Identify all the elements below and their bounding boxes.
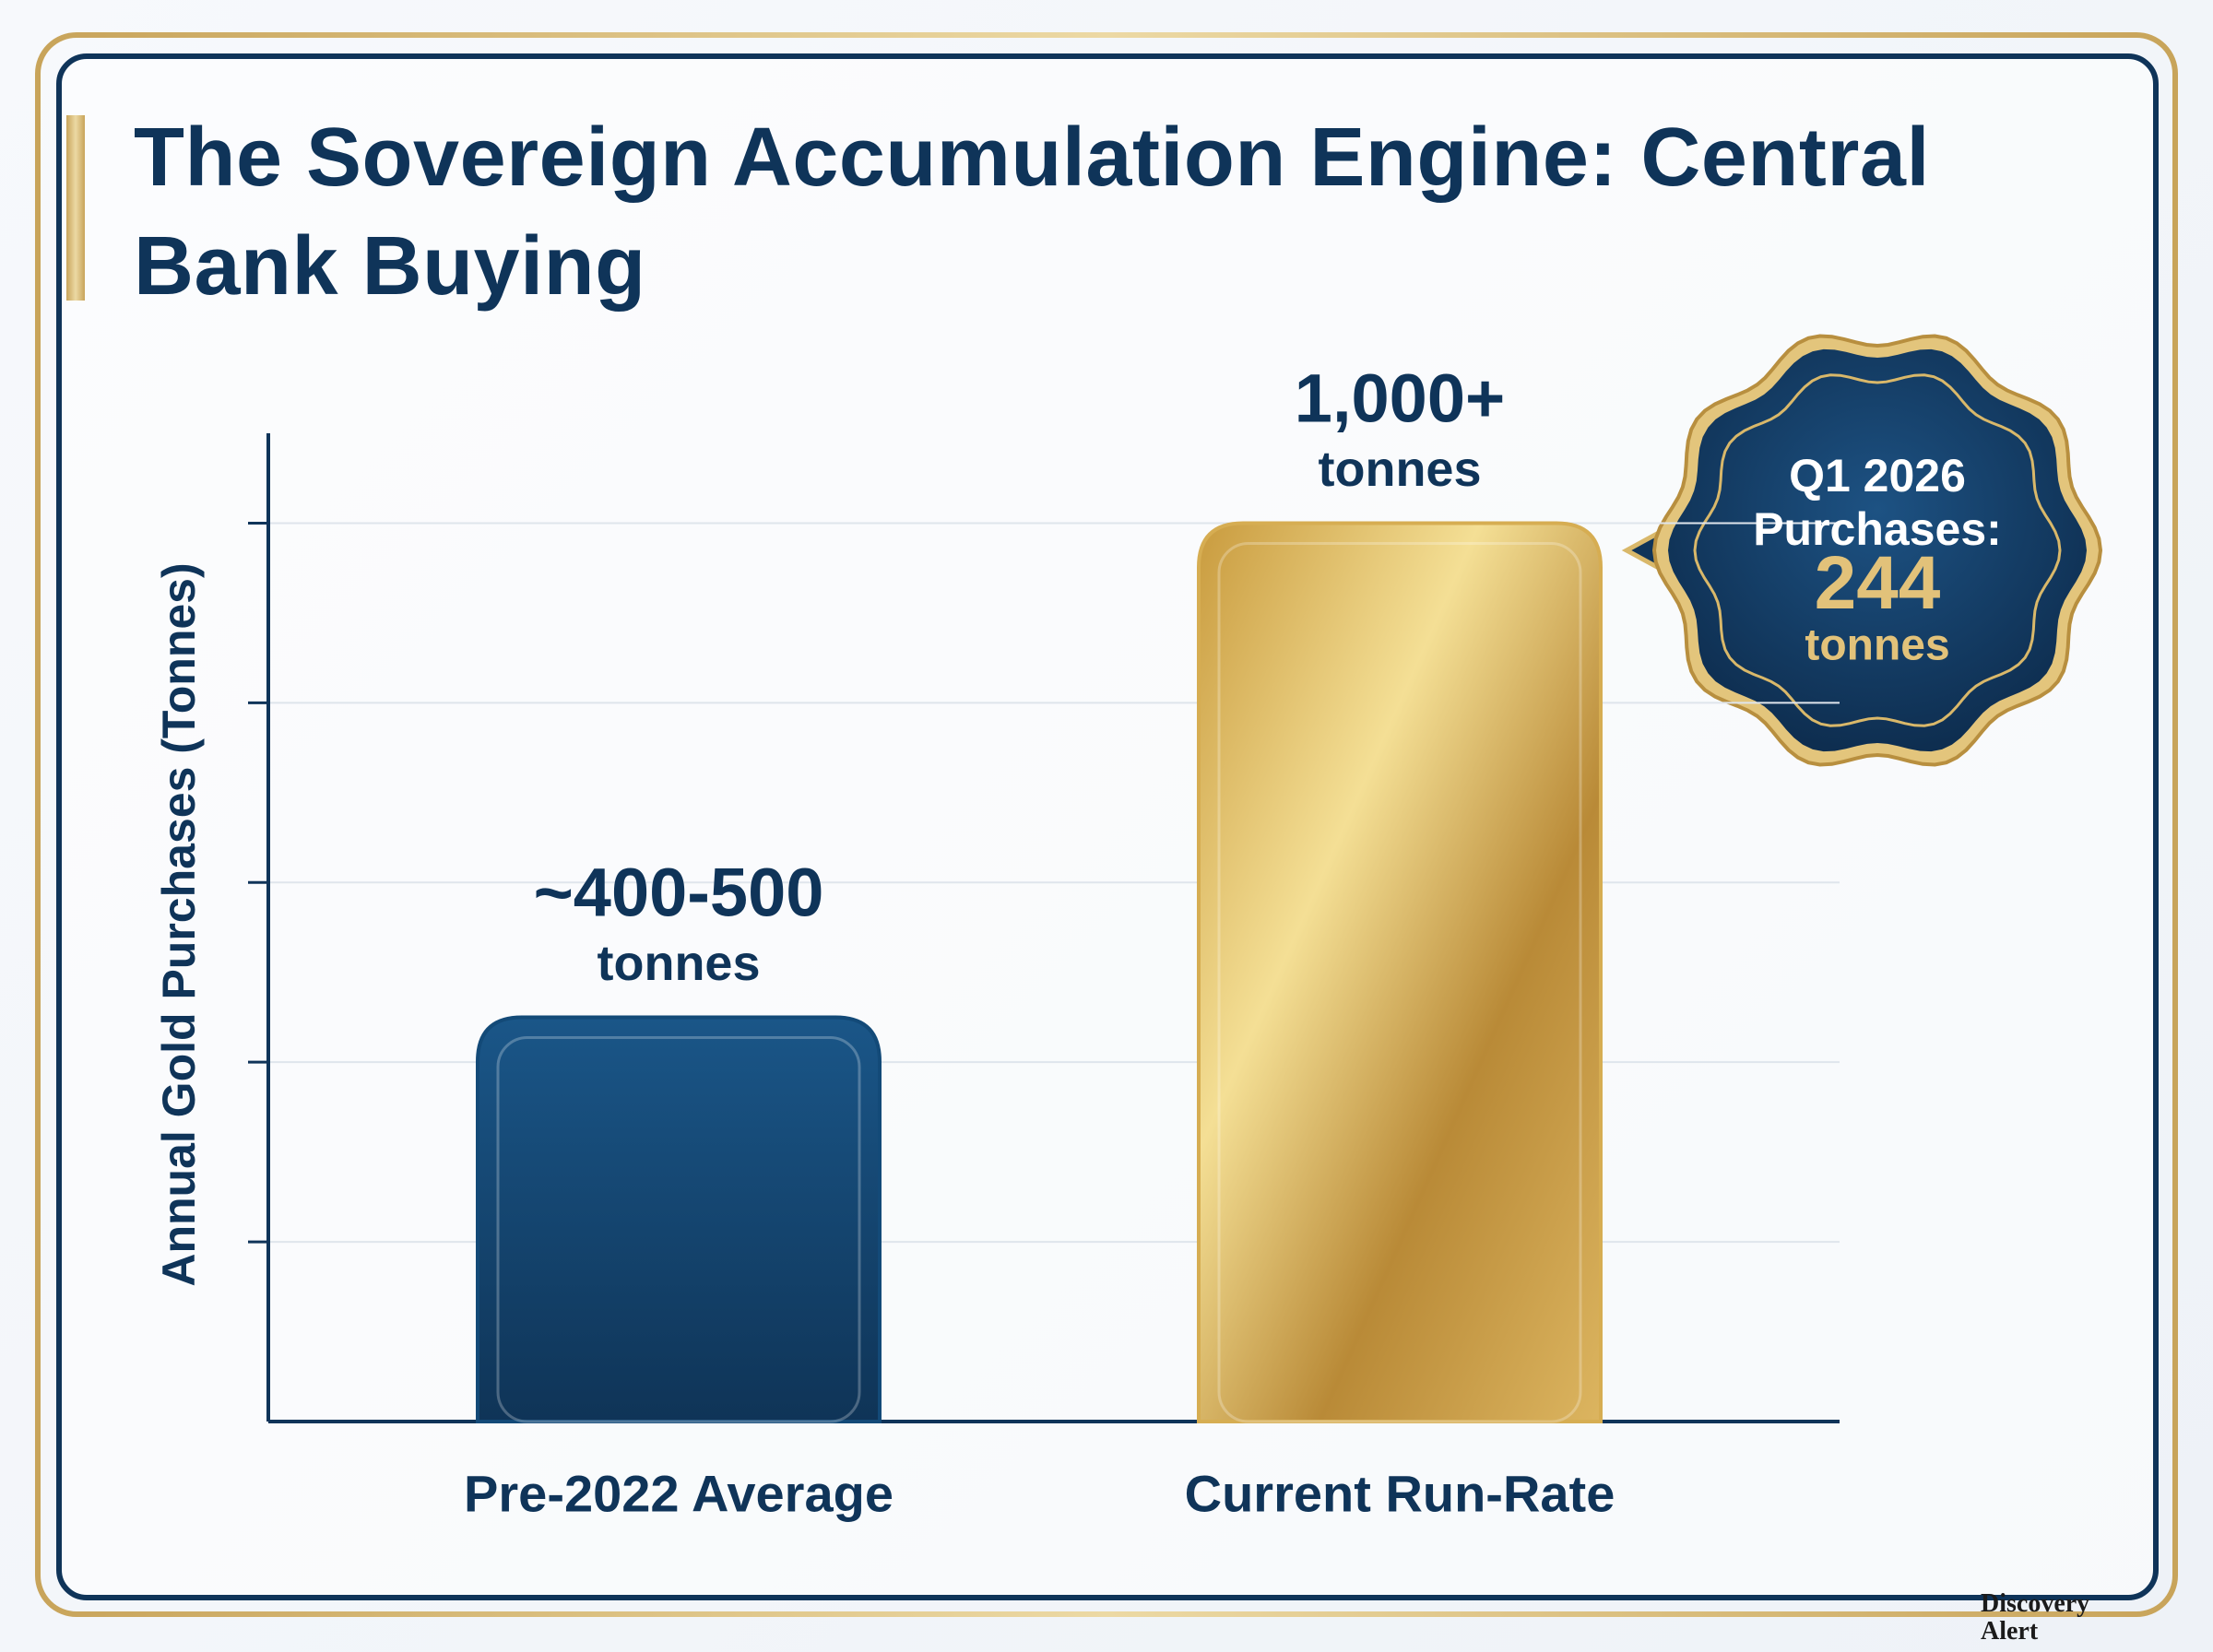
y-axis-label: Annual Gold Purchases (Tonnes)	[153, 562, 205, 1287]
value-label: ~400-500	[533, 854, 824, 931]
watermark: Discovery Alert	[1981, 1589, 2090, 1646]
badge-value: 244	[1814, 541, 1941, 625]
bar	[476, 1015, 882, 1423]
x-tick-label: Pre-2022 Average	[464, 1464, 893, 1523]
badge-unit: tonnes	[1805, 620, 1950, 670]
badge-body	[1668, 348, 2087, 752]
x-tick-label: Current Run-Rate	[1184, 1464, 1615, 1523]
outer-frame	[35, 32, 2178, 1617]
badge-ring	[1693, 373, 2062, 727]
value-label: 1,000+	[1294, 360, 1506, 437]
chart-title: The Sovereign Accumulation Engine: Centr…	[134, 112, 1930, 313]
value-unit: tonnes	[1318, 442, 1482, 498]
bar	[1197, 521, 1603, 1423]
badge-title: Q1 2026 Purchases:	[1753, 450, 2002, 555]
bar-bevel	[496, 1035, 861, 1423]
bar-bevel	[1217, 541, 1582, 1423]
title-accent	[66, 115, 85, 301]
value-unit: tonnes	[597, 936, 761, 992]
badge	[1621, 334, 2103, 767]
